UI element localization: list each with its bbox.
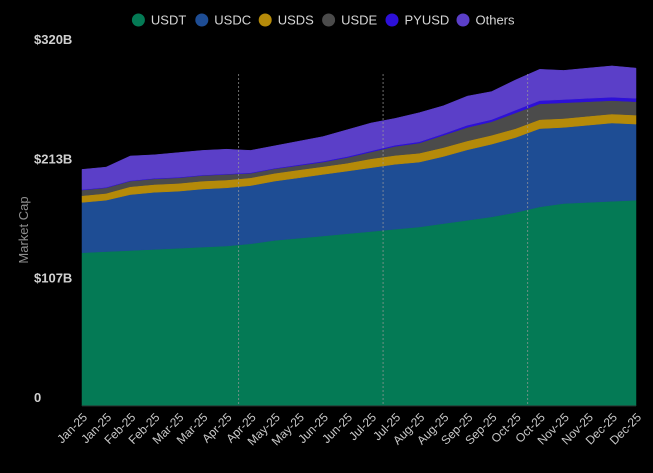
legend-swatch bbox=[322, 13, 336, 27]
y-axis-label: Market Cap bbox=[16, 196, 31, 263]
y-tick-label: $320B bbox=[34, 32, 72, 47]
y-tick-label: $213B bbox=[34, 151, 72, 166]
legend-item-usdt[interactable]: USDT bbox=[131, 13, 186, 28]
legend-swatch bbox=[195, 13, 209, 27]
legend-label: PYUSD bbox=[405, 13, 450, 28]
legend-item-usde[interactable]: USDE bbox=[322, 13, 378, 28]
legend-item-usds[interactable]: USDS bbox=[258, 13, 314, 28]
legend-label: USDC bbox=[214, 13, 251, 28]
y-tick-label: $107B bbox=[34, 271, 72, 286]
x-axis: Jan-25Jan-25Feb-25Feb-25Mar-25Mar-25Apr-… bbox=[54, 410, 644, 448]
legend-label: USDT bbox=[151, 13, 186, 28]
legend-label: USDS bbox=[278, 13, 314, 28]
legend-item-usdc[interactable]: USDC bbox=[195, 13, 251, 28]
legend-swatch bbox=[131, 13, 145, 27]
legend: USDT USDC USDS USDE PYUSD Others bbox=[131, 13, 516, 28]
y-tick-label: 0 bbox=[34, 390, 41, 405]
area-others bbox=[81, 65, 637, 190]
legend-swatch bbox=[385, 13, 399, 27]
legend-swatch bbox=[456, 13, 470, 27]
area-series bbox=[81, 65, 637, 407]
legend-label: Others bbox=[476, 13, 516, 28]
legend-label: USDE bbox=[341, 13, 377, 28]
legend-item-pyusd[interactable]: PYUSD bbox=[385, 13, 450, 28]
reference-lines bbox=[238, 74, 529, 406]
legend-item-others[interactable]: Others bbox=[456, 13, 516, 28]
legend-swatch bbox=[258, 13, 272, 27]
y-axis: 0 $107B $213B $320B bbox=[34, 32, 72, 405]
